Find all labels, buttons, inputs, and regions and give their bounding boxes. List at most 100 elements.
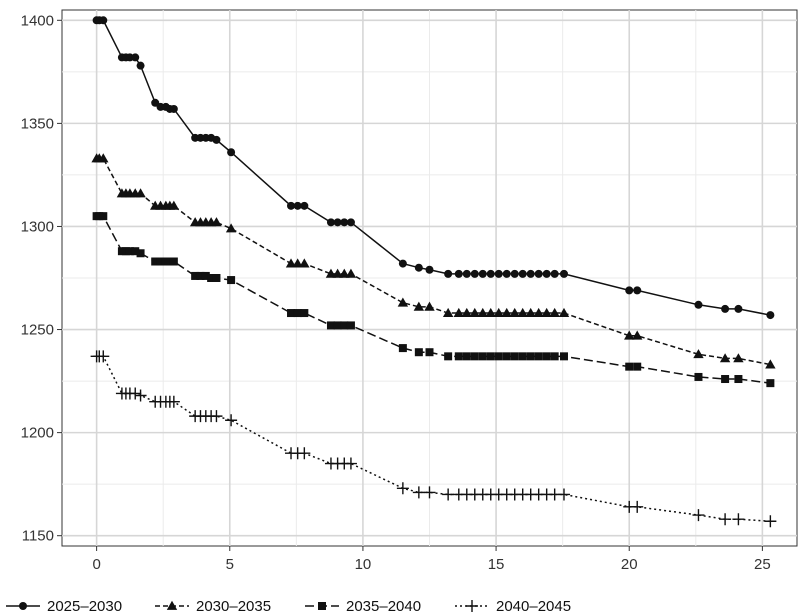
data-point	[169, 104, 178, 113]
x-tick-label: 0	[92, 556, 100, 573]
data-point	[300, 309, 309, 318]
y-tick-label: 1250	[21, 322, 54, 339]
series-group	[90, 16, 777, 528]
data-point	[461, 307, 472, 317]
data-point	[340, 218, 349, 227]
data-point	[694, 372, 703, 381]
data-point	[442, 488, 455, 501]
data-point	[501, 307, 512, 317]
data-point	[293, 201, 302, 210]
data-point	[534, 352, 543, 361]
data-point	[557, 488, 570, 501]
data-point	[510, 352, 519, 361]
data-point	[764, 515, 777, 528]
data-point	[396, 482, 409, 495]
data-point	[485, 307, 496, 317]
data-point	[559, 269, 568, 278]
data-point	[287, 309, 296, 318]
data-point	[518, 269, 527, 278]
data-point	[333, 321, 342, 330]
data-point	[493, 307, 504, 317]
data-point	[207, 274, 216, 282]
data-point	[442, 307, 454, 317]
data-point	[398, 344, 407, 353]
data-point	[333, 218, 342, 227]
y-tick-label: 1400	[21, 12, 54, 29]
data-point	[299, 258, 310, 268]
data-point	[693, 349, 704, 359]
data-point	[766, 379, 775, 388]
data-point	[766, 311, 775, 320]
data-point	[340, 321, 349, 330]
data-point	[624, 330, 635, 340]
data-point	[131, 247, 140, 256]
data-point	[502, 269, 511, 278]
data-point	[136, 249, 145, 258]
data-point	[444, 269, 453, 278]
data-point	[196, 271, 205, 280]
legend-item: 2030–2035	[155, 598, 271, 615]
data-point	[526, 352, 535, 361]
data-point	[136, 61, 145, 70]
data-point	[631, 500, 644, 513]
y-tick-label: 1300	[21, 218, 54, 235]
data-point	[486, 352, 495, 361]
data-point	[99, 212, 108, 221]
data-point	[131, 53, 140, 62]
data-point	[169, 257, 178, 266]
data-point	[534, 269, 543, 278]
legend-label: 2030–2035	[196, 598, 271, 615]
data-point	[156, 257, 165, 266]
data-point	[526, 269, 535, 278]
data-point	[510, 269, 519, 278]
data-point	[212, 135, 221, 144]
data-point	[135, 188, 146, 198]
data-point	[210, 410, 223, 423]
legend-item: 2025–2030	[6, 598, 122, 615]
y-tick-label: 1200	[21, 425, 54, 442]
x-tick-label: 20	[621, 556, 638, 573]
data-point	[167, 395, 180, 408]
data-point	[494, 269, 503, 278]
legend-label: 2040–2045	[496, 598, 571, 615]
data-point	[509, 307, 520, 317]
y-tick-label: 1350	[21, 115, 54, 132]
data-point	[559, 352, 568, 361]
legend-label: 2025–2030	[47, 598, 122, 615]
y-tick-label: 1150	[22, 528, 54, 545]
data-point	[346, 218, 355, 227]
data-point	[292, 258, 303, 268]
series-4	[90, 350, 777, 528]
data-point	[502, 352, 511, 361]
data-point	[339, 268, 350, 278]
data-point	[486, 269, 495, 278]
data-point	[397, 297, 409, 307]
x-tick-label: 5	[226, 556, 234, 573]
data-point	[517, 307, 528, 317]
data-point	[542, 269, 551, 278]
data-point	[129, 387, 142, 400]
data-point	[211, 217, 222, 227]
legend-marker	[318, 602, 326, 610]
data-point	[550, 352, 559, 361]
data-point	[344, 457, 357, 470]
data-point	[518, 352, 527, 361]
data-point	[398, 259, 407, 268]
data-point	[293, 309, 302, 318]
data-point	[633, 362, 642, 371]
data-point	[444, 352, 453, 361]
data-point	[412, 486, 425, 499]
data-point	[346, 321, 355, 330]
data-point	[549, 307, 560, 317]
data-point	[542, 352, 551, 361]
data-point	[494, 352, 503, 361]
data-point	[97, 350, 110, 363]
data-point	[453, 307, 464, 317]
legend-marker	[19, 602, 27, 610]
data-point	[462, 352, 471, 361]
data-point	[425, 265, 434, 274]
legend-item: 2040–2045	[455, 598, 571, 615]
data-point	[470, 269, 479, 278]
x-tick-label: 25	[754, 556, 771, 573]
data-point	[225, 223, 237, 233]
